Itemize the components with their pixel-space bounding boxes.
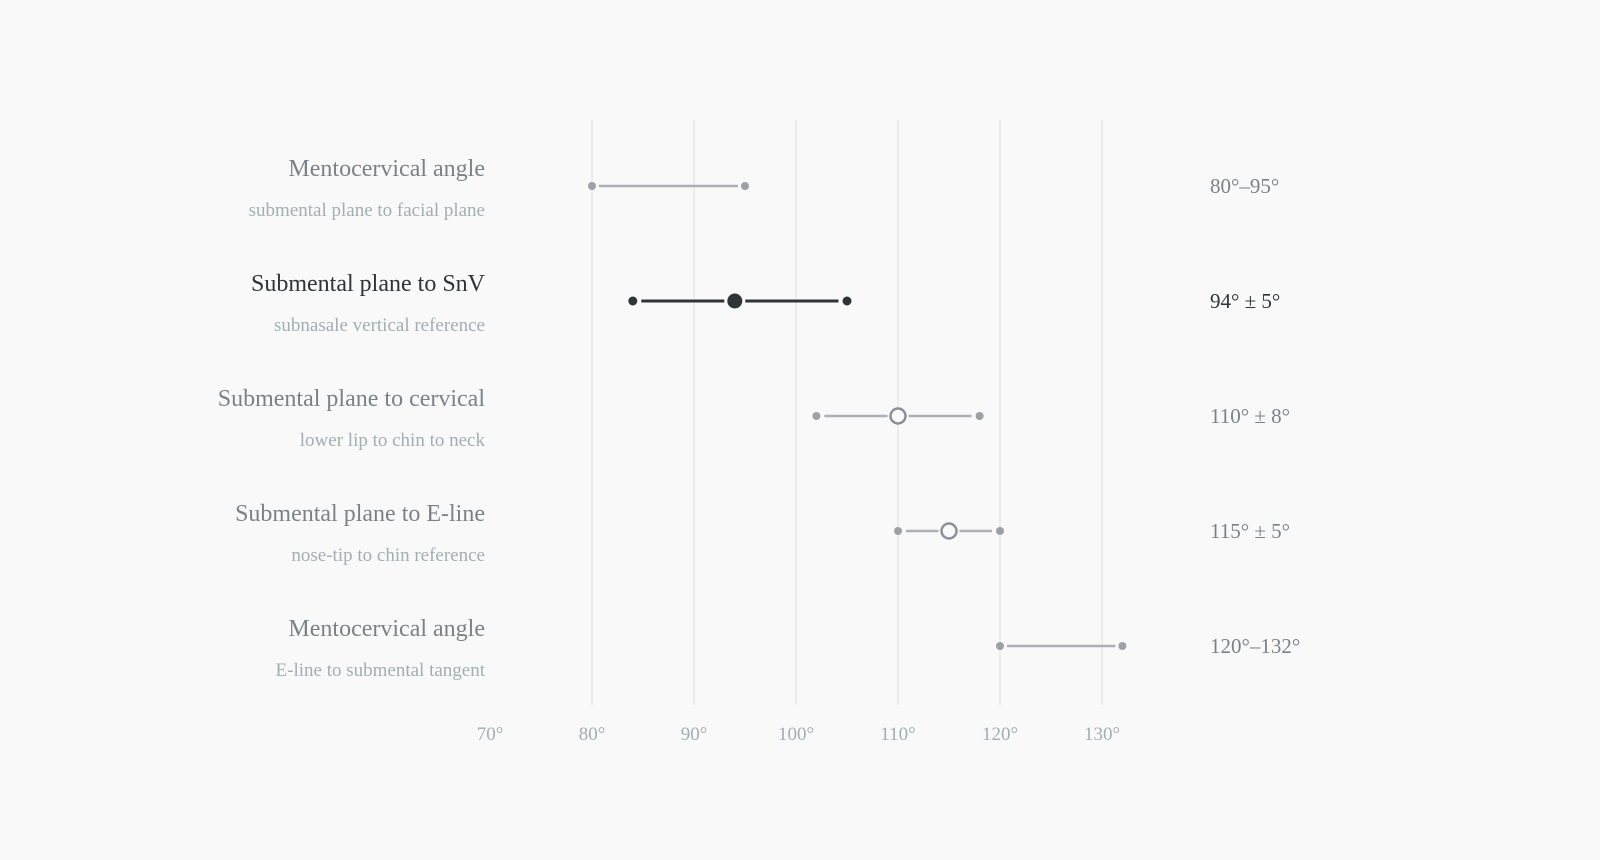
- row-value-label: 115° ± 5°: [1210, 519, 1290, 543]
- range-high-marker: [1118, 642, 1127, 650]
- row-title: Submental plane to E-line: [235, 501, 485, 527]
- range-low-marker: [894, 527, 902, 535]
- center-marker-open: [889, 407, 907, 425]
- row-value-label: 120°–132°: [1210, 634, 1300, 658]
- range-row: Mentocervical angle submental plane to fa…: [249, 156, 1280, 221]
- range-low-marker: [628, 296, 638, 306]
- chart-rows: Mentocervical angle submental plane to fa…: [218, 156, 1301, 681]
- range-low-marker: [996, 642, 1004, 650]
- x-axis-ticks: 70° 80° 90° 100° 110° 120° 130°: [477, 724, 1120, 745]
- center-marker-filled: [727, 293, 743, 309]
- range-row: Submental plane to E-line nose-tip to chi…: [235, 501, 1290, 566]
- range-high-marker: [842, 296, 852, 306]
- range-row: Mentocervical angle E-line to submental t…: [276, 616, 1301, 681]
- range-row: Submental plane to cervical lower lip to …: [218, 386, 1290, 451]
- row-title: Submental plane to SnV: [251, 271, 486, 297]
- range-high-marker: [975, 412, 984, 420]
- x-tick-label: 90°: [681, 724, 708, 745]
- range-row: Submental plane to SnV subnasale vertical…: [251, 271, 1280, 336]
- x-tick-label: 70°: [477, 724, 504, 745]
- x-tick-label: 120°: [982, 724, 1018, 745]
- grid-layer: [591, 120, 1103, 705]
- range-high-marker: [996, 527, 1004, 535]
- range-high-marker: [741, 182, 749, 190]
- row-title: Submental plane to cervical: [218, 386, 486, 412]
- range-low-marker: [812, 412, 821, 420]
- center-marker-open: [940, 522, 958, 540]
- row-subtitle: E-line to submental tangent: [276, 660, 486, 681]
- x-tick-label: 100°: [778, 724, 814, 745]
- row-title: Mentocervical angle: [288, 616, 485, 642]
- row-subtitle: subnasale vertical reference: [274, 315, 485, 336]
- row-subtitle: nose-tip to chin reference: [291, 545, 485, 566]
- range-low-marker: [588, 182, 596, 190]
- row-value-label: 80°–95°: [1210, 174, 1279, 198]
- row-value-label: 110° ± 8°: [1210, 404, 1290, 428]
- row-title: Mentocervical angle: [288, 156, 485, 182]
- x-tick-label: 80°: [579, 724, 606, 745]
- x-tick-label: 130°: [1084, 724, 1120, 745]
- row-subtitle: lower lip to chin to neck: [300, 430, 486, 451]
- row-value-label: 94° ± 5°: [1210, 289, 1280, 313]
- x-tick-label: 110°: [880, 724, 915, 745]
- row-subtitle: submental plane to facial plane: [249, 200, 485, 221]
